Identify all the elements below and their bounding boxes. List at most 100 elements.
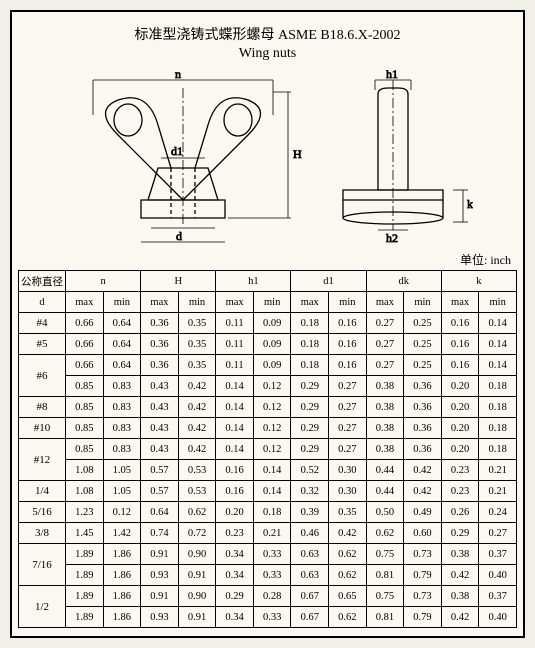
cell: 0.18 <box>479 376 517 397</box>
svg-text:k: k <box>467 197 473 211</box>
spec-table: 公称直径 n H h1 d1 dk k d maxminmaxminmaxmin… <box>18 270 517 628</box>
cell: 0.34 <box>216 607 254 628</box>
cell: 0.79 <box>404 607 442 628</box>
cell: 0.83 <box>103 376 141 397</box>
cell: 0.20 <box>441 397 479 418</box>
cell: 0.18 <box>479 397 517 418</box>
col-sub: min <box>178 292 216 313</box>
cell: 1.05 <box>103 481 141 502</box>
row-label: #4 <box>19 313 66 334</box>
cell: 0.93 <box>141 607 179 628</box>
cell: 0.23 <box>441 481 479 502</box>
cell: 0.14 <box>479 355 517 376</box>
col-group: dk <box>366 271 441 292</box>
cell: 1.89 <box>66 607 104 628</box>
row-label: 7/16 <box>19 544 66 586</box>
cell: 0.38 <box>441 586 479 607</box>
cell: 0.29 <box>291 376 329 397</box>
cell: 0.11 <box>216 334 254 355</box>
cell: 1.42 <box>103 523 141 544</box>
cell: 0.16 <box>329 355 367 376</box>
svg-text:h1: h1 <box>386 70 398 81</box>
cell: 0.27 <box>329 376 367 397</box>
cell: 0.43 <box>141 439 179 460</box>
cell: 0.46 <box>291 523 329 544</box>
row-label: 1/2 <box>19 586 66 628</box>
table-row: #120.850.830.430.420.140.120.290.270.380… <box>19 439 517 460</box>
cell: 0.16 <box>216 460 254 481</box>
cell: 0.36 <box>141 334 179 355</box>
title-en: Wing nuts <box>18 46 517 62</box>
cell: 0.36 <box>404 418 442 439</box>
cell: 0.12 <box>103 502 141 523</box>
cell: 1.86 <box>103 586 141 607</box>
cell: 0.20 <box>216 502 254 523</box>
col-sub: max <box>441 292 479 313</box>
cell: 1.89 <box>66 544 104 565</box>
cell: 0.38 <box>366 376 404 397</box>
cell: 0.29 <box>216 586 254 607</box>
cell: 0.26 <box>441 502 479 523</box>
cell: 0.90 <box>178 544 216 565</box>
cell: 0.18 <box>253 502 291 523</box>
cell: 0.16 <box>441 355 479 376</box>
svg-text:n: n <box>175 70 181 81</box>
col-sub: min <box>103 292 141 313</box>
cell: 0.64 <box>103 334 141 355</box>
cell: 0.91 <box>141 544 179 565</box>
cell: 0.36 <box>404 397 442 418</box>
cell: 0.33 <box>253 565 291 586</box>
cell: 0.38 <box>366 418 404 439</box>
row-label: #8 <box>19 397 66 418</box>
cell: 0.27 <box>366 334 404 355</box>
row-label: #10 <box>19 418 66 439</box>
table-row: #100.850.830.430.420.140.120.290.270.380… <box>19 418 517 439</box>
cell: 0.83 <box>103 397 141 418</box>
cell: 0.14 <box>216 439 254 460</box>
cell: 0.25 <box>404 334 442 355</box>
cell: 1.86 <box>103 607 141 628</box>
col-group: h1 <box>216 271 291 292</box>
cell: 0.74 <box>141 523 179 544</box>
cell: 0.38 <box>366 397 404 418</box>
col-group: k <box>441 271 516 292</box>
cell: 0.27 <box>329 439 367 460</box>
table-row: 1.081.050.570.530.160.140.520.300.440.42… <box>19 460 517 481</box>
cell: 0.25 <box>404 313 442 334</box>
cell: 0.64 <box>103 355 141 376</box>
row-label: 3/8 <box>19 523 66 544</box>
col-sub: max <box>366 292 404 313</box>
cell: 0.43 <box>141 376 179 397</box>
row-label: #5 <box>19 334 66 355</box>
cell: 0.38 <box>441 544 479 565</box>
cell: 0.36 <box>404 439 442 460</box>
diagram-row: n d1 d dk H h1 h2 k <box>18 70 517 245</box>
cell: 0.62 <box>329 565 367 586</box>
cell: 0.33 <box>253 544 291 565</box>
cell: 0.35 <box>178 313 216 334</box>
cell: 0.14 <box>216 376 254 397</box>
cell: 0.29 <box>441 523 479 544</box>
cell: 0.28 <box>253 586 291 607</box>
page-container: 标准型浇铸式蝶形螺母 ASME B18.6.X-2002 Wing nuts <box>10 10 525 638</box>
cell: 0.18 <box>479 439 517 460</box>
cell: 0.85 <box>66 397 104 418</box>
row-label: #12 <box>19 439 66 481</box>
svg-text:d1: d1 <box>171 144 183 158</box>
cell: 0.24 <box>479 502 517 523</box>
cell: 0.14 <box>253 460 291 481</box>
cell: 0.35 <box>178 334 216 355</box>
cell: 0.42 <box>178 418 216 439</box>
cell: 0.27 <box>479 523 517 544</box>
cell: 0.14 <box>253 481 291 502</box>
table-row: 0.850.830.430.420.140.120.290.270.380.36… <box>19 376 517 397</box>
cell: 0.27 <box>366 355 404 376</box>
cell: 0.42 <box>404 481 442 502</box>
cell: 0.62 <box>329 544 367 565</box>
row-label: #6 <box>19 355 66 397</box>
cell: 0.11 <box>216 355 254 376</box>
cell: 0.30 <box>329 460 367 481</box>
cell: 0.21 <box>253 523 291 544</box>
cell: 0.29 <box>291 439 329 460</box>
cell: 0.40 <box>479 607 517 628</box>
